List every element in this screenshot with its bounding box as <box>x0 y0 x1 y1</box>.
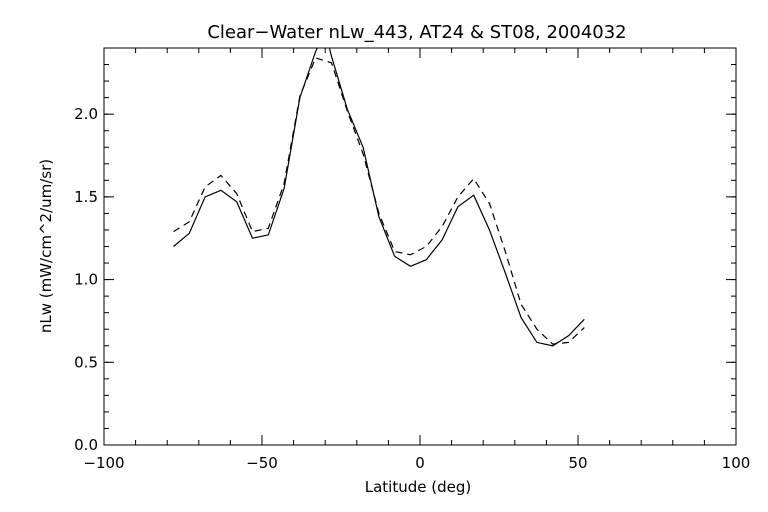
y-axis-label: nLw (mW/cm^2/um/sr) <box>37 159 55 333</box>
y-tick-labels: 0.0 0.5 1.0 1.5 2.0 <box>74 105 98 454</box>
x-tick-label: 50 <box>568 454 587 472</box>
y-tick-label: 0.5 <box>74 353 98 371</box>
series-group <box>173 48 585 347</box>
x-tick-label: −100 <box>83 454 124 472</box>
y-tick-label: 0.0 <box>74 436 98 454</box>
axis-ticks <box>103 47 737 446</box>
y-tick-label: 1.5 <box>74 188 98 206</box>
y-tick-label: 1.0 <box>74 271 98 289</box>
plot-frame <box>103 47 737 446</box>
x-tick-label: −50 <box>246 454 278 472</box>
chart-title: Clear−Water nLw_443, AT24 & ST08, 200403… <box>207 22 626 43</box>
x-tick-label: 100 <box>722 454 751 472</box>
x-tick-label: 0 <box>415 454 425 472</box>
series-line-solid <box>173 48 585 347</box>
x-axis-label: Latitude (deg) <box>365 478 471 496</box>
series-line-dashed <box>173 57 585 345</box>
x-tick-labels: −100 −50 0 50 100 <box>83 454 750 472</box>
y-tick-label: 2.0 <box>74 105 98 123</box>
